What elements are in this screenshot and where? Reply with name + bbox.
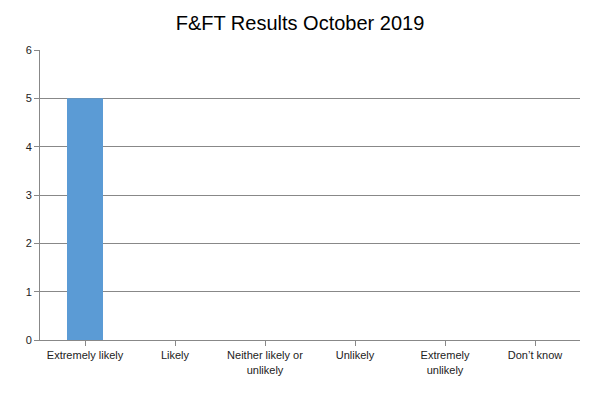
svg-text:0: 0 (26, 334, 32, 346)
svg-text:4: 4 (26, 141, 32, 153)
svg-text:5: 5 (26, 92, 32, 104)
svg-text:3: 3 (26, 189, 32, 201)
svg-text:Don’t know: Don’t know (508, 349, 562, 361)
svg-text:Neither likely orunlikely: Neither likely orunlikely (227, 349, 303, 375)
svg-text:Extremely likely: Extremely likely (47, 349, 124, 361)
svg-text:1: 1 (26, 286, 32, 298)
svg-text:2: 2 (26, 237, 32, 249)
svg-text:Unlikely: Unlikely (336, 349, 375, 361)
svg-text:6: 6 (26, 44, 32, 56)
svg-text:F&FT Results October 2019: F&FT Results October 2019 (176, 12, 425, 34)
svg-text:Likely: Likely (161, 349, 190, 361)
svg-text:Extremelyunlikely: Extremelyunlikely (421, 349, 470, 375)
